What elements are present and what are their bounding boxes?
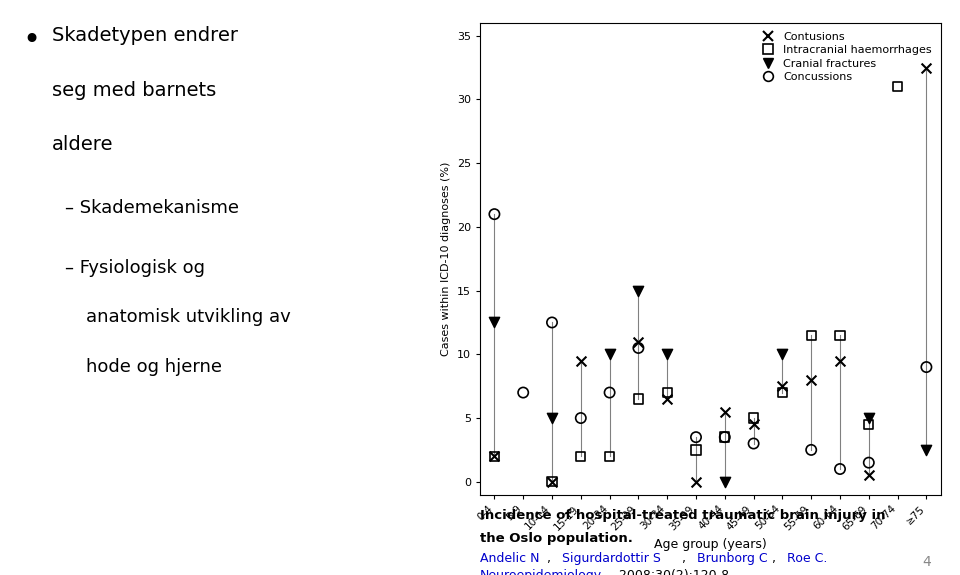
- Text: Roe C.: Roe C.: [787, 552, 828, 565]
- Point: [487, 452, 502, 461]
- Text: anatomisk utvikling av: anatomisk utvikling av: [85, 308, 290, 326]
- Point: [660, 394, 675, 404]
- Text: ,: ,: [772, 552, 780, 565]
- Text: Skadetypen endrer: Skadetypen endrer: [52, 26, 238, 45]
- Text: seg med barnets: seg med barnets: [52, 81, 216, 99]
- Point: [775, 388, 790, 397]
- Point: [544, 318, 560, 327]
- Point: [487, 318, 502, 327]
- Point: [746, 439, 761, 448]
- Point: [688, 477, 704, 486]
- Point: [919, 362, 934, 371]
- Point: [660, 388, 675, 397]
- Point: [573, 413, 588, 423]
- Text: 2008;30(2):120-8.: 2008;30(2):120-8.: [614, 569, 732, 575]
- Text: aldere: aldere: [52, 135, 113, 154]
- Point: [631, 337, 646, 346]
- Point: [487, 452, 502, 461]
- Point: [861, 471, 876, 480]
- Text: Brunborg C: Brunborg C: [697, 552, 768, 565]
- Y-axis label: Cases within ICD-10 diagnoses (%): Cases within ICD-10 diagnoses (%): [442, 162, 451, 356]
- Point: [804, 445, 819, 454]
- Point: [832, 331, 848, 340]
- Text: Incidence of hospital-treated traumatic brain injury in: Incidence of hospital-treated traumatic …: [480, 509, 885, 522]
- Point: [688, 445, 704, 454]
- Point: [717, 432, 732, 442]
- Point: [573, 452, 588, 461]
- Point: [832, 356, 848, 365]
- Point: [717, 407, 732, 416]
- Text: – Fysiologisk og: – Fysiologisk og: [64, 259, 204, 277]
- Point: [861, 413, 876, 423]
- Point: [919, 445, 934, 454]
- Point: [688, 432, 704, 442]
- Text: Neuroepidemiology.: Neuroepidemiology.: [480, 569, 605, 575]
- Point: [919, 63, 934, 72]
- Text: 4: 4: [923, 555, 931, 569]
- Point: [775, 350, 790, 359]
- Point: [544, 477, 560, 486]
- Point: [804, 331, 819, 340]
- Point: [602, 388, 617, 397]
- Point: [804, 375, 819, 385]
- Point: [602, 350, 617, 359]
- Point: [544, 413, 560, 423]
- Point: [746, 413, 761, 423]
- X-axis label: Age group (years): Age group (years): [654, 538, 767, 550]
- Point: [717, 477, 732, 486]
- Text: ,: ,: [683, 552, 690, 565]
- Text: ,: ,: [547, 552, 556, 565]
- Text: Andelic N: Andelic N: [480, 552, 540, 565]
- Point: [602, 452, 617, 461]
- Point: [631, 394, 646, 404]
- Text: hode og hjerne: hode og hjerne: [85, 358, 222, 375]
- Point: [631, 343, 646, 352]
- Point: [746, 420, 761, 429]
- Point: [573, 356, 588, 365]
- Point: [487, 209, 502, 218]
- Point: [516, 388, 531, 397]
- Point: [890, 82, 905, 91]
- Point: [631, 286, 646, 295]
- Legend: Contusions, Intracranial haemorrhages, Cranial fractures, Concussions: Contusions, Intracranial haemorrhages, C…: [754, 29, 935, 85]
- Text: the Oslo population.: the Oslo population.: [480, 532, 633, 545]
- Point: [544, 477, 560, 486]
- Point: [717, 432, 732, 442]
- Point: [861, 420, 876, 429]
- Text: – Skademekanisme: – Skademekanisme: [64, 200, 238, 217]
- Point: [775, 382, 790, 391]
- Point: [660, 350, 675, 359]
- Point: [861, 458, 876, 467]
- Text: •: •: [22, 26, 40, 55]
- Point: [832, 465, 848, 474]
- Text: Sigurdardottir S: Sigurdardottir S: [563, 552, 661, 565]
